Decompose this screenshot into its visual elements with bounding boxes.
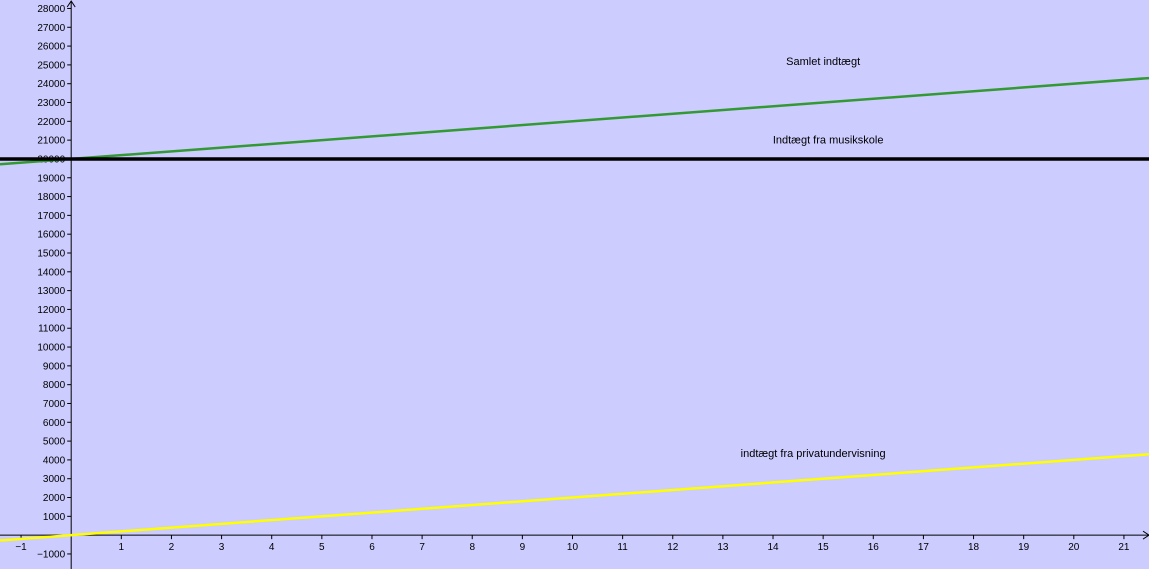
y-tick-label: 10000 [37,343,65,354]
x-axis-arrow [1142,530,1149,540]
series-line [0,453,1149,542]
y-tick-label: 12000 [37,305,65,316]
x-tick-label: 10 [567,542,579,553]
y-tick-label: 2000 [43,493,66,504]
x-tick-label: 17 [918,542,930,553]
y-tick-label: 17000 [37,211,65,222]
series-lines [0,76,1149,542]
y-tick-label: −1000 [37,549,66,560]
x-tick-label: 8 [469,542,475,553]
series-label: indtægt fra privatundervisning [741,448,886,460]
y-tick-label: 22000 [37,117,65,128]
series-labels: Samlet indtægt Indtægt fra musikskole indt… [741,56,886,460]
y-tick-label: 19000 [37,173,65,184]
y-tick-label: 3000 [43,474,66,485]
x-tick-label: 1 [119,542,125,553]
y-tick-label: 11000 [38,324,66,335]
y-tick-label: 23000 [37,98,65,109]
x-tick-label: 15 [818,542,830,553]
y-tick-label: 25000 [37,60,65,71]
y-tick-label: 28000 [37,4,65,15]
series-label: Samlet indtægt [786,56,860,68]
x-tick-label: 4 [269,542,275,553]
x-tick-label: 3 [219,542,225,553]
y-tick-label: 21000 [37,136,65,147]
y-tick-label: 9000 [43,361,66,372]
x-tick-label: 13 [717,542,729,553]
y-tick-label: 1000 [43,512,66,523]
x-tick-label: 7 [419,542,425,553]
y-tick-label: 16000 [37,230,65,241]
y-tick-label: 24000 [37,79,65,90]
y-tick-label: 7000 [43,399,66,410]
y-tick-label: 27000 [37,23,65,34]
x-tick-label: 5 [319,542,325,553]
y-tick-label: 18000 [37,192,65,203]
series-line [0,76,1149,166]
y-tick-label: 5000 [43,437,66,448]
x-tick-label: 12 [667,542,679,553]
x-tick-label: 11 [617,542,628,553]
y-tick-label: 8000 [43,380,66,391]
x-tick-label: 14 [767,542,779,553]
y-tick-label: 4000 [43,455,66,466]
x-tick-label: 2 [169,542,175,553]
x-tick-label: 9 [520,542,526,553]
x-tick-label: 21 [1118,542,1130,553]
y-tick-label: 14000 [37,267,65,278]
y-axis-arrow [66,0,76,8]
y-tick-label: 26000 [37,42,65,53]
x-tick-label: 18 [968,542,980,553]
x-tick-label: 16 [868,542,880,553]
x-tick-label: 6 [369,542,375,553]
series-label: Indtægt fra musikskole [773,135,884,147]
x-tick-label: 20 [1068,542,1080,553]
x-tick-label: −1 [15,542,27,553]
y-tick-label: 6000 [43,418,66,429]
y-tick-label: 15000 [37,248,65,259]
y-tick-label: 13000 [37,286,65,297]
x-tick-label: 19 [1018,542,1030,553]
